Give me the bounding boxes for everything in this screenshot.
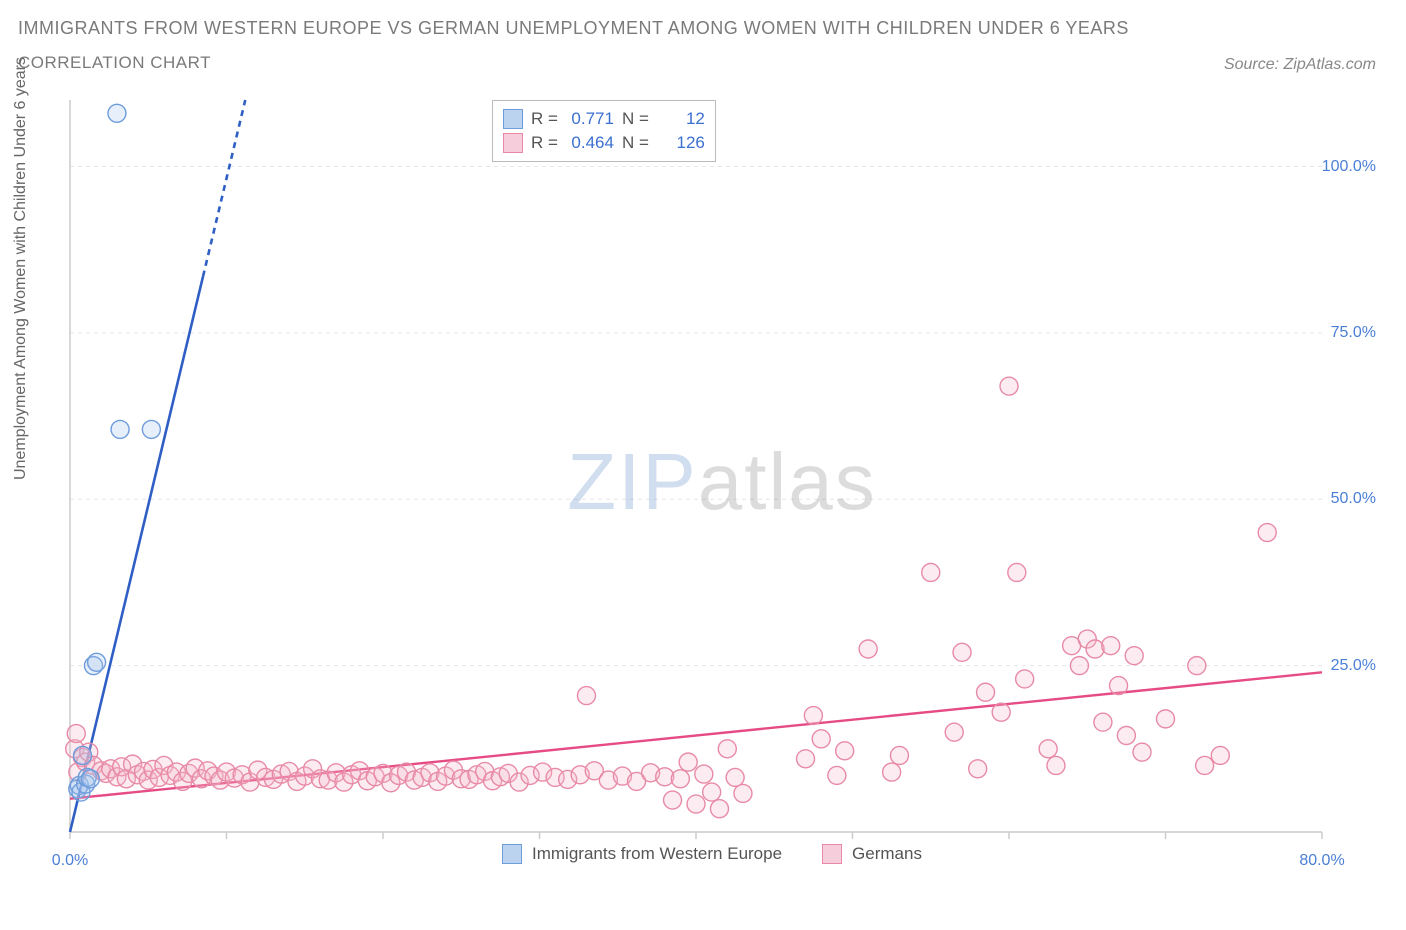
x-tick-label: 0.0% [52,852,88,870]
legend-label: Germans [852,844,922,864]
n-value: 126 [657,131,705,155]
y-axis-label: Unemployment Among Women with Children U… [12,57,30,480]
chart-area: ZIPatlas R =0.771N =12R =0.464N =126 Imm… [62,92,1382,872]
series-swatch [503,133,523,153]
y-tick-label: 25.0% [1331,657,1376,675]
stats-row: R = 0.464 N = 126 [503,131,705,155]
n-label: N = [622,131,649,155]
series-swatch [502,844,522,864]
legend-bottom: Immigrants from Western Europe Germans [502,844,922,864]
chart-title-line2: CORRELATION CHART [18,53,1129,73]
chart-title-line1: IMMIGRANTS FROM WESTERN EUROPE VS GERMAN… [18,18,1129,39]
y-tick-label: 100.0% [1322,158,1376,176]
y-tick-label: 50.0% [1331,490,1376,508]
scatter-chart-svg [62,92,1382,872]
legend-label: Immigrants from Western Europe [532,844,782,864]
series-swatch [503,109,523,129]
r-value: 0.771 [566,107,614,131]
legend-item: Germans [822,844,922,864]
r-label: R = [531,107,558,131]
series-swatch [822,844,842,864]
stats-row: R = 0.771 N = 12 [503,107,705,131]
source-label: Source: ZipAtlas.com [1224,56,1376,74]
stats-box: R = 0.771 N = 12 R = 0.464 N = 126 [492,100,716,162]
r-value: 0.464 [566,131,614,155]
r-label: R = [531,131,558,155]
chart-title-block: IMMIGRANTS FROM WESTERN EUROPE VS GERMAN… [18,18,1129,73]
n-label: N = [622,107,649,131]
x-tick-label: 80.0% [1299,852,1344,870]
legend-item: Immigrants from Western Europe [502,844,782,864]
y-tick-label: 75.0% [1331,324,1376,342]
n-value: 12 [657,107,705,131]
